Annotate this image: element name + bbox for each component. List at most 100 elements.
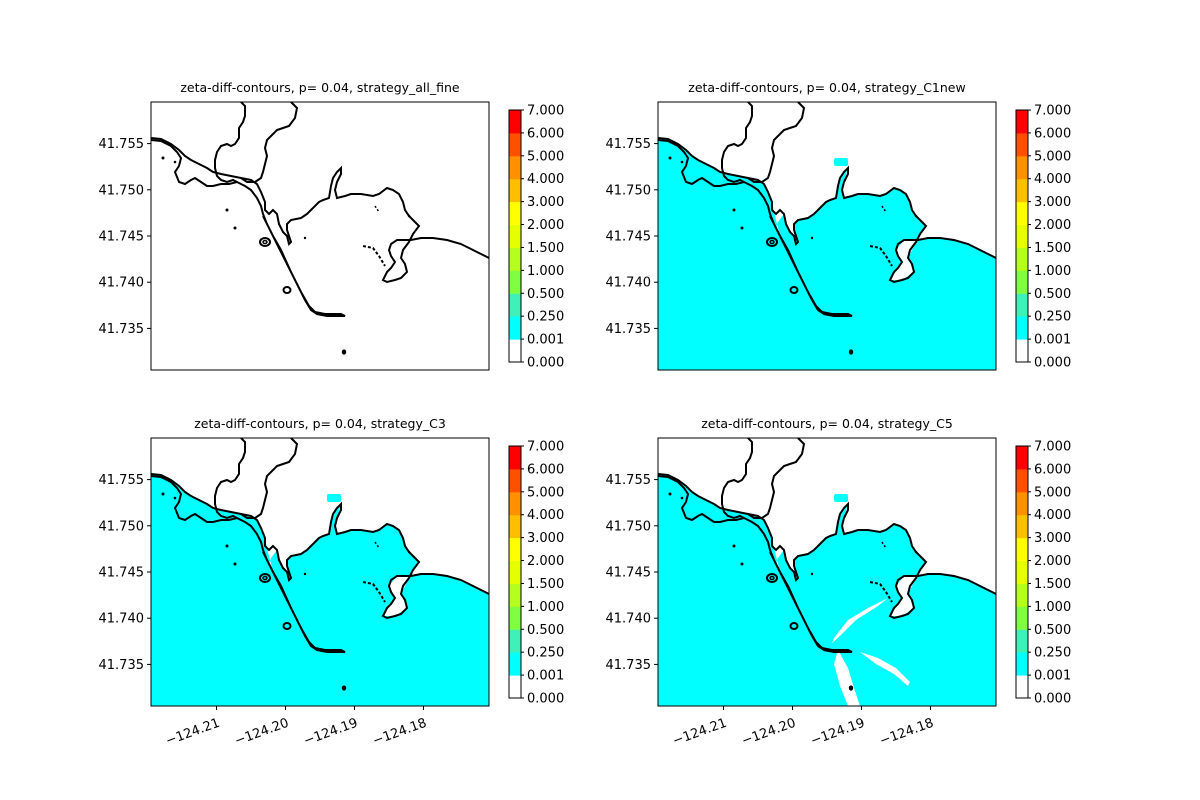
ytick-label: 41.735 (606, 658, 652, 673)
colorbar-segment (1016, 201, 1028, 226)
colorbar-segment (509, 316, 521, 340)
colorbar-segment (1016, 675, 1028, 699)
cyan-patch (834, 494, 848, 502)
colorbar-segment (1016, 132, 1028, 157)
colorbar-tick-label: 4.000 (527, 508, 564, 523)
colorbar-frame (508, 445, 522, 699)
colorbar-tick-label: 5.000 (1034, 149, 1071, 164)
colorbar-segment (1016, 110, 1028, 134)
colorbar-segment (509, 155, 521, 180)
colorbar-segment (509, 446, 521, 470)
colorbar: 0.000 0.001 0.250 0.500 1.000 1.500 2.000 3.000… (508, 440, 564, 707)
colorbar-frame (508, 109, 522, 363)
xtick-label: −124.20 (233, 716, 291, 749)
colorbar-segment (509, 132, 521, 157)
colorbar-segment (1016, 155, 1028, 180)
colorbar-tick-label: 7.000 (1034, 104, 1071, 119)
xtick-label: −124.20 (740, 716, 798, 749)
ytick-label: 41.745 (606, 566, 652, 581)
xtick-label: −124.19 (302, 716, 360, 749)
colorbar-tick-label: 0.000 (1034, 356, 1071, 371)
colorbar-tick-label: 0.500 (1034, 287, 1071, 302)
ytick-label: 41.735 (99, 322, 145, 337)
colorbar-segment (1016, 537, 1028, 562)
map-panel-4: zeta-diff-contours, p= 0.04, strategy_C5… (606, 416, 1072, 749)
colorbar-segment (1016, 491, 1028, 516)
map-panel-3: zeta-diff-contours, p= 0.04, strategy_C3… (99, 416, 565, 749)
colorbar-segment (509, 178, 521, 203)
colorbar-tick-label: 4.000 (1034, 508, 1071, 523)
colorbar-segment (509, 629, 521, 653)
colorbar-segment (1016, 446, 1028, 470)
colorbar-tick-label: 5.000 (527, 485, 564, 500)
colorbar: 0.000 0.001 0.250 0.500 1.000 1.500 2.000 3.000… (508, 104, 564, 371)
colorbar-segment (509, 537, 521, 562)
colorbar-tick-label: 0.250 (1034, 646, 1071, 661)
colorbar-tick-label: 2.000 (527, 554, 564, 569)
colorbar-tick-label: 6.000 (1034, 126, 1071, 141)
ytick-label: 41.740 (606, 612, 652, 627)
colorbar-segment (509, 339, 521, 363)
colorbar-segment (509, 491, 521, 516)
colorbar-tick-label: 0.001 (527, 333, 564, 348)
colorbar-tick-label: 0.250 (527, 310, 564, 325)
colorbar: 0.000 0.001 0.250 0.500 1.000 1.500 2.000 3.000… (1015, 104, 1071, 371)
zero-diff-gap (860, 652, 910, 686)
ytick-label: 41.740 (99, 276, 145, 291)
xtick-label: −124.18 (371, 716, 429, 749)
colorbar-tick-label: 0.000 (1034, 692, 1071, 707)
colorbar-segment (509, 270, 521, 294)
colorbar-tick-label: 2.000 (1034, 554, 1071, 569)
ytick-label: 41.755 (606, 137, 652, 152)
colorbar-segment (1016, 560, 1028, 584)
colorbar-tick-label: 0.001 (527, 669, 564, 684)
colorbar-segment (1016, 224, 1028, 248)
colorbar-segment (509, 583, 521, 607)
colorbar-segment (1016, 652, 1028, 676)
colorbar-segment (509, 675, 521, 699)
xtick-label: −124.21 (671, 716, 729, 749)
colorbar-segment (1016, 316, 1028, 340)
colorbar-tick-label: 0.250 (527, 646, 564, 661)
colorbar-tick-label: 6.000 (527, 462, 564, 477)
xtick-label: −124.21 (164, 716, 222, 749)
colorbar-tick-label: 1.000 (1034, 264, 1071, 279)
colorbar-tick-label: 2.000 (1034, 218, 1071, 233)
colorbar-tick-label: 1.500 (1034, 241, 1071, 256)
ytick-label: 41.740 (99, 612, 145, 627)
colorbar-segment (1016, 247, 1028, 271)
colorbar-segment (509, 110, 521, 134)
ytick-label: 41.745 (99, 566, 145, 581)
colorbar-tick-label: 1.500 (527, 241, 564, 256)
colorbar-frame (1015, 445, 1029, 699)
colorbar-tick-label: 7.000 (1034, 440, 1071, 455)
colorbar-tick-label: 6.000 (527, 126, 564, 141)
colorbar-segment (509, 652, 521, 676)
ytick-label: 41.750 (606, 183, 652, 198)
colorbar-segment (509, 247, 521, 271)
colorbar-tick-label: 1.000 (527, 264, 564, 279)
colorbar-tick-label: 0.250 (1034, 310, 1071, 325)
ytick-label: 41.740 (606, 276, 652, 291)
colorbar-tick-label: 1.500 (1034, 577, 1071, 592)
colorbar-tick-label: 0.001 (1034, 669, 1071, 684)
colorbar-tick-label: 0.000 (527, 356, 564, 371)
colorbar-segment (1016, 514, 1028, 539)
colorbar-tick-label: 5.000 (527, 149, 564, 164)
colorbar-tick-label: 5.000 (1034, 485, 1071, 500)
colorbar-frame (1015, 109, 1029, 363)
colorbar-segment (1016, 178, 1028, 203)
xtick-label: −124.18 (878, 716, 936, 749)
colorbar-segment (509, 201, 521, 226)
colorbar-tick-label: 3.000 (1034, 195, 1071, 210)
xtick-label: −124.19 (809, 716, 867, 749)
ytick-label: 41.750 (99, 183, 145, 198)
colorbar-tick-label: 6.000 (1034, 462, 1071, 477)
colorbar-segment (509, 468, 521, 493)
cyan-patch (834, 158, 848, 166)
cyan-patch (327, 494, 341, 502)
colorbar-tick-label: 1.000 (1034, 600, 1071, 615)
colorbar-segment (1016, 468, 1028, 493)
colorbar-segment (1016, 339, 1028, 363)
